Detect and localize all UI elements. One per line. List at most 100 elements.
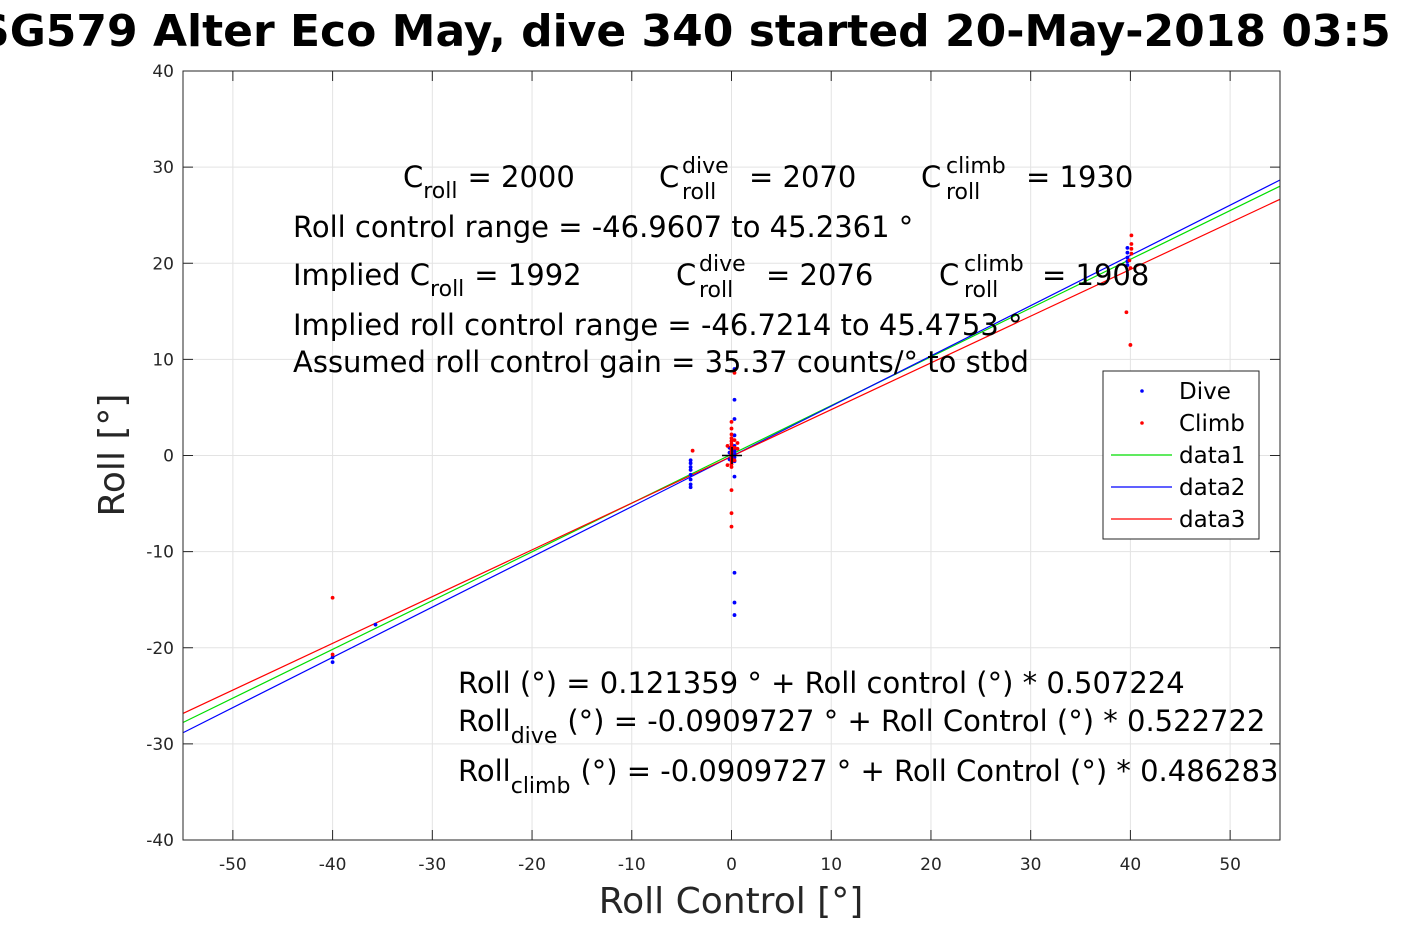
y-tick-label: 20 bbox=[152, 254, 174, 274]
legend: Dive Climb data1 data2 data3 bbox=[1102, 370, 1260, 540]
dive-point bbox=[732, 367, 737, 371]
dive-point bbox=[688, 458, 693, 463]
x-tick-label: 10 bbox=[820, 855, 842, 875]
roll-control-range-text: Roll control range = -46.9607 to 45.2361… bbox=[293, 210, 913, 244]
climb-point bbox=[725, 463, 730, 468]
origin-marker bbox=[722, 447, 742, 464]
x-tick-label: -30 bbox=[418, 855, 446, 875]
fit-dive-equation: Rolldive (°) = -0.0909727 ° + Roll Contro… bbox=[458, 704, 1265, 749]
dive-point bbox=[373, 622, 378, 627]
fit-climb-equation: Rollclimb (°) = -0.0909727 ° + Roll Contr… bbox=[458, 754, 1278, 799]
climb-point bbox=[1127, 258, 1132, 263]
dive-point bbox=[732, 600, 737, 605]
legend-data1-label: data1 bbox=[1179, 443, 1245, 469]
y-tick-label: 30 bbox=[152, 158, 174, 178]
dive-point bbox=[732, 455, 737, 460]
dive-point bbox=[330, 660, 335, 665]
dive-point bbox=[688, 472, 693, 477]
climb-point bbox=[729, 511, 734, 516]
climb-point bbox=[729, 426, 734, 431]
climb-point bbox=[729, 488, 734, 493]
y-tick-label: -40 bbox=[146, 831, 174, 851]
y-tick-label: 10 bbox=[152, 350, 174, 370]
data-points bbox=[330, 233, 1134, 665]
climb-point bbox=[735, 446, 740, 451]
chart-title: SG579 Alter Eco May, dive 340 started 20… bbox=[0, 6, 1391, 57]
y-tick-label: -10 bbox=[146, 543, 174, 563]
dive-point bbox=[688, 465, 693, 469]
climb-point bbox=[729, 436, 734, 441]
dive-point bbox=[1125, 263, 1130, 268]
climb-point bbox=[729, 439, 734, 443]
climb-point bbox=[725, 443, 730, 448]
climb-point bbox=[729, 432, 734, 437]
x-tick-label: 0 bbox=[726, 855, 737, 875]
climb-point bbox=[1129, 246, 1134, 251]
x-tick-label: -20 bbox=[518, 855, 546, 875]
dive-point bbox=[732, 451, 737, 456]
climb-point bbox=[1129, 233, 1134, 238]
legend-dive-marker bbox=[1140, 389, 1144, 393]
climb-point bbox=[1128, 266, 1133, 270]
x-axis-label: Roll Control [°] bbox=[599, 881, 864, 922]
y-tick-label: 40 bbox=[152, 62, 174, 82]
dive-point bbox=[732, 417, 737, 421]
implied-roll-control-range-text: Implied roll control range = -46.7214 to… bbox=[293, 308, 1023, 342]
dive-point bbox=[688, 477, 693, 482]
dive-point bbox=[688, 468, 693, 472]
climb-point bbox=[729, 465, 734, 469]
climb-point bbox=[1124, 310, 1129, 315]
climb-point bbox=[729, 524, 734, 529]
climb-point bbox=[1129, 251, 1134, 256]
legend-climb-label: Climb bbox=[1179, 411, 1245, 437]
axis-ticks: -50 -40 -30 -20 -10 0 10 20 30 40 50 40 30 20 10 0 -10 -2… bbox=[146, 62, 1280, 875]
legend-data2-label: data2 bbox=[1179, 475, 1245, 501]
implied-c-roll-annotation: Implied Croll = 1992 bbox=[293, 258, 582, 302]
x-tick-label: -10 bbox=[618, 855, 646, 875]
dive-point bbox=[688, 482, 693, 487]
dive-point bbox=[732, 613, 737, 617]
climb-point bbox=[729, 442, 734, 446]
x-tick-label: 40 bbox=[1120, 855, 1142, 875]
dive-point bbox=[732, 433, 737, 438]
x-tick-label: 50 bbox=[1219, 855, 1241, 875]
dive-point bbox=[688, 485, 693, 490]
climb-point bbox=[732, 438, 737, 443]
dive-point bbox=[330, 655, 335, 660]
x-tick-label: -50 bbox=[219, 855, 247, 875]
climb-point bbox=[1128, 343, 1133, 347]
climb-point bbox=[732, 445, 737, 450]
y-tick-label: 0 bbox=[163, 447, 174, 467]
climb-point bbox=[732, 370, 737, 375]
dive-point bbox=[1125, 255, 1130, 260]
climb-point bbox=[729, 419, 734, 424]
climb-point bbox=[690, 448, 695, 453]
x-tick-label: -40 bbox=[319, 855, 347, 875]
x-tick-label: 30 bbox=[1020, 855, 1042, 875]
dive-point bbox=[688, 461, 693, 466]
climb-point bbox=[732, 458, 737, 463]
dive-point bbox=[732, 474, 737, 479]
c-roll-annotation: Croll = 2000 bbox=[403, 160, 575, 204]
dive-point bbox=[732, 397, 737, 402]
fit-equations: Roll (°) = 0.121359 ° + Roll control (°)… bbox=[458, 666, 1278, 799]
legend-dive-label: Dive bbox=[1179, 379, 1231, 405]
x-tick-label: 20 bbox=[920, 855, 942, 875]
climb-point bbox=[330, 595, 335, 600]
climb-point bbox=[735, 441, 740, 445]
climb-point bbox=[330, 652, 335, 657]
y-axis-label: Roll [°] bbox=[92, 394, 133, 517]
legend-data3-label: data3 bbox=[1179, 507, 1245, 533]
dive-point bbox=[1125, 245, 1130, 250]
dive-point bbox=[732, 448, 737, 453]
y-tick-label: -20 bbox=[146, 639, 174, 659]
fit-all-equation: Roll (°) = 0.121359 ° + Roll control (°)… bbox=[458, 666, 1185, 700]
dive-point bbox=[1125, 250, 1130, 255]
dive-point bbox=[732, 570, 737, 575]
